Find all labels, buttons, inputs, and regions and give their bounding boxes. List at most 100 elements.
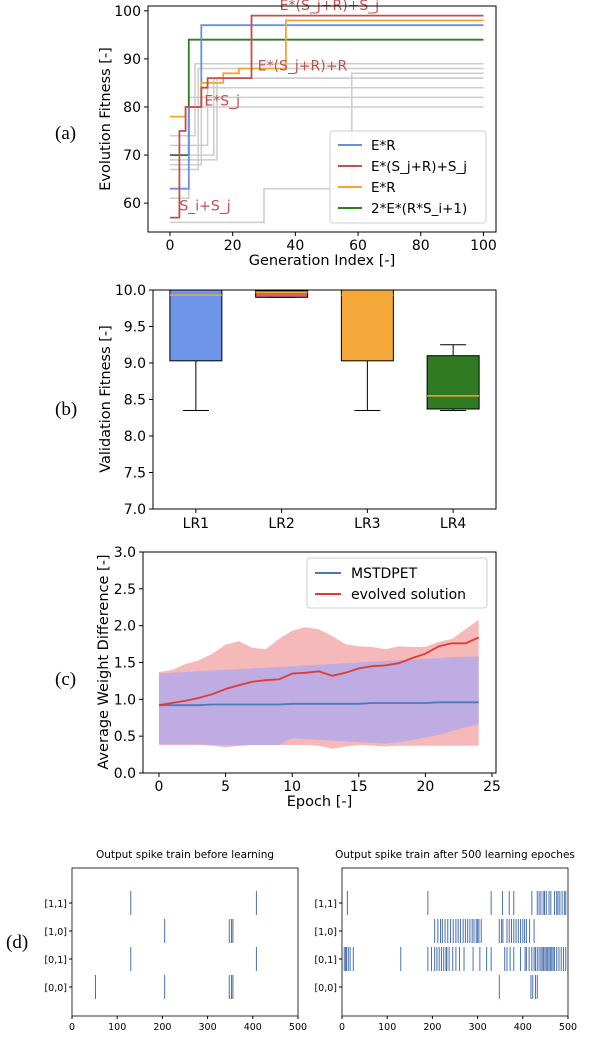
legend-label-2: E*R (371, 180, 396, 196)
chart-evolution-fitness: E*(S_j+R)+S_j E*(S_j+R)+R E*S_j S_i+S_j 0 20 4… (98, 0, 497, 269)
y-tick-label: 2.0 (114, 619, 136, 635)
box-2 (340, 289, 394, 362)
annotation-3: S_i+S_j (179, 198, 230, 214)
x-tick-label: 300 (199, 1022, 217, 1033)
legend-box (329, 130, 487, 224)
y-axis-label: Validation Fitness [-] (98, 325, 114, 473)
panel-label-a: (a) (55, 123, 76, 144)
x-tick-label: 300 (469, 1022, 487, 1033)
plot-frame (341, 867, 569, 1017)
series-line-0 (159, 701, 479, 707)
chart-weight-difference: 0 5 10 15 20 25 0.0 0.5 1.0 1.5 2.0 2.5 3.0 Epoch [-]… (96, 545, 501, 810)
row-label: [0,0] (314, 983, 337, 994)
y-tick-label: 70 (123, 148, 141, 164)
chart-validation-fitness: LR1 LR2 LR3 LR4 7.0 7.5 8.0 8.5 9.0 9.5 10.0 Valida… (98, 283, 497, 532)
x-tick-label: 40 (286, 238, 304, 254)
x-axis-label: Epoch [-] (287, 794, 353, 810)
row-label: [0,1] (44, 955, 67, 966)
x-tick-label: 0 (165, 238, 174, 254)
y-tick-label: 100 (114, 4, 141, 20)
x-tick-label: 500 (559, 1022, 577, 1033)
box-0 (169, 289, 223, 362)
x-tick-label: 80 (412, 238, 430, 254)
x-tick-label: LR4 (440, 516, 467, 532)
row-label: [0,0] (44, 983, 67, 994)
y-tick-label: 7.5 (124, 466, 146, 482)
y-axis-label: Average Weight Difference [-] (96, 554, 112, 769)
raster-title: Output spike train before learning (96, 849, 274, 861)
panel-label-c: (c) (55, 669, 76, 690)
x-axis-label: Generation Index [-] (249, 253, 396, 269)
y-tick-label: 2.5 (114, 582, 136, 598)
row-label: [1,1] (44, 899, 67, 910)
row-label: [1,1] (314, 899, 337, 910)
annotation-2: E*S_j (204, 94, 240, 110)
annotation-0: E*(S_j+R)+S_j (280, 0, 380, 14)
y-tick-label: 3.0 (114, 545, 136, 561)
legend-label-1: evolved solution (351, 587, 466, 603)
x-tick-label: 0 (339, 1022, 345, 1033)
x-tick-label: 5 (221, 779, 230, 795)
x-tick-label: 100 (470, 238, 497, 254)
plot-frame (71, 867, 299, 1017)
gray-run-line-5 (169, 77, 484, 161)
gray-run-line-7 (169, 72, 484, 224)
series-line-1 (158, 636, 480, 707)
raster-title: Output spike train after 500 learning ep… (335, 849, 575, 861)
x-tick-label: LR3 (354, 516, 380, 532)
y-tick-label: 9.0 (124, 356, 146, 372)
y-tick-label: 60 (123, 196, 141, 212)
x-tick-label: 100 (108, 1022, 126, 1033)
x-tick-label: 10 (283, 779, 301, 795)
gray-run-line-0 (169, 62, 484, 137)
x-tick-label: 200 (423, 1022, 441, 1033)
series-line-1 (169, 14, 484, 219)
legend-label-1: E*(S_j+R)+S_j (371, 159, 467, 175)
x-tick-label: 15 (350, 779, 368, 795)
x-tick-label: 20 (224, 238, 242, 254)
chart-spike-train-before: Output spike train before learning [1,1] [… (44, 849, 307, 1033)
x-tick-label: 0 (155, 779, 164, 795)
panel-label-b: (b) (55, 399, 77, 420)
x-tick-label: 20 (416, 779, 434, 795)
y-tick-label: 90 (123, 52, 141, 68)
y-tick-label: 0.0 (114, 766, 136, 782)
x-tick-label: 100 (378, 1022, 396, 1033)
box-1 (255, 290, 309, 298)
x-tick-label: 400 (514, 1022, 532, 1033)
legend-label-0: E*R (371, 138, 396, 154)
band-mstdpet (159, 656, 479, 746)
y-tick-label: 10.0 (115, 283, 146, 299)
legend-label-0: MSTDPET (351, 566, 418, 582)
box-3 (426, 355, 480, 410)
gray-run-line-2 (169, 106, 484, 166)
gray-run-line-6 (169, 67, 484, 171)
row-label: [1,0] (44, 927, 67, 938)
x-tick-label: 60 (349, 238, 367, 254)
legend-label-3: 2*E*(R*S_i+1) (371, 201, 467, 217)
x-tick-label: 500 (289, 1022, 307, 1033)
y-tick-label: 0.5 (114, 729, 136, 745)
x-tick-label: LR2 (268, 516, 294, 532)
y-tick-label: 8.0 (124, 429, 146, 445)
plot-frame (147, 5, 497, 233)
x-tick-label: 200 (153, 1022, 171, 1033)
y-tick-label: 1.5 (114, 656, 136, 672)
row-label: [1,0] (314, 927, 337, 938)
y-tick-label: 9.5 (124, 320, 146, 336)
y-axis-label: Evolution Fitness [-] (98, 47, 114, 191)
x-tick-label: 400 (244, 1022, 262, 1033)
annotation-1: E*(S_j+R)+R (258, 58, 348, 74)
row-label: [0,1] (314, 955, 337, 966)
x-tick-label: 25 (483, 779, 501, 795)
panel-label-d: (d) (6, 932, 28, 953)
y-tick-label: 8.5 (124, 393, 146, 409)
x-tick-label: 0 (69, 1022, 75, 1033)
y-tick-label: 1.0 (114, 692, 136, 708)
y-tick-label: 7.0 (124, 502, 146, 518)
x-tick-label: LR1 (183, 516, 209, 532)
legend-box (306, 557, 488, 609)
chart-spike-train-after: Output spike train after 500 learning ep… (314, 849, 577, 1033)
y-tick-label: 80 (123, 100, 141, 116)
